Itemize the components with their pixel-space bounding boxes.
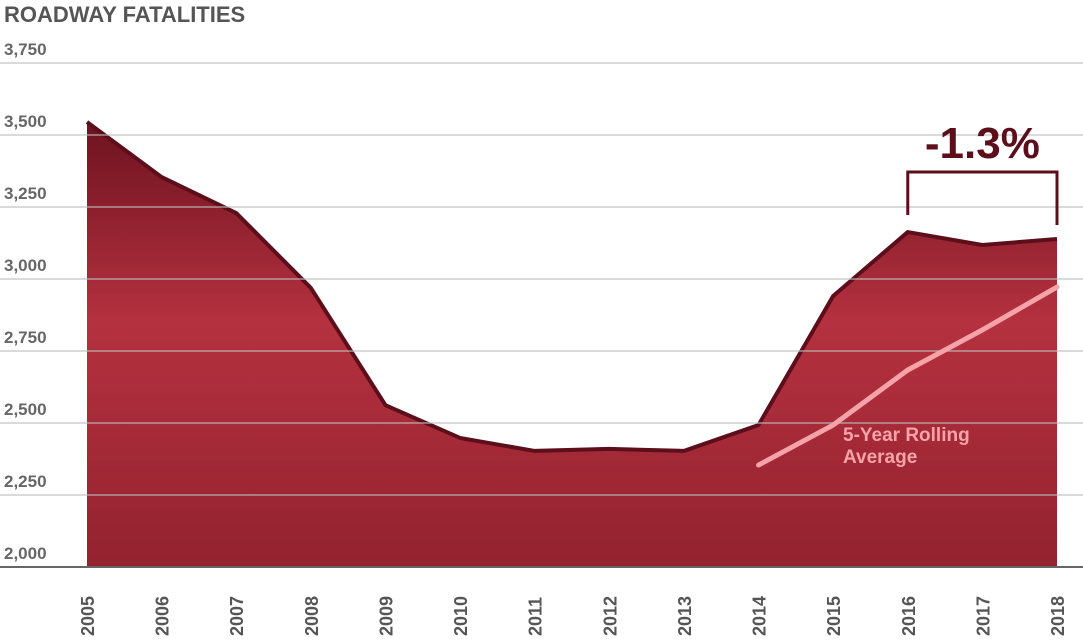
x-tick-label: 2011 — [526, 597, 546, 636]
x-tick-label: 2006 — [153, 596, 173, 636]
x-tick-label: 2018 — [1048, 596, 1068, 636]
series-label: 5-Year Rolling Average — [843, 425, 970, 468]
area-top-line — [85, 120, 1058, 453]
chart-title: ROADWAY FATALITIES — [4, 2, 245, 27]
y-tick-label: 2,250 — [4, 472, 47, 491]
x-tick-label: 2013 — [675, 596, 695, 636]
x-tick-label: 2014 — [750, 596, 770, 636]
x-tick-label: 2015 — [824, 596, 844, 636]
y-tick-label: 3,000 — [4, 256, 47, 275]
y-tick-label: 2,750 — [4, 328, 47, 347]
x-tick-label: 2008 — [302, 596, 322, 636]
y-tick-label: 3,750 — [4, 40, 47, 59]
y-tick-label: 3,250 — [4, 184, 47, 203]
x-tick-label: 2010 — [451, 596, 471, 636]
area — [87, 122, 1057, 567]
series-line — [756, 284, 1060, 468]
x-tick-label: 2016 — [899, 596, 919, 636]
bracket — [906, 170, 1059, 225]
annotation: -1.3% — [925, 119, 1040, 168]
x-tick-label: 2009 — [376, 596, 396, 636]
y-tick-label: 2,500 — [4, 400, 47, 419]
y-tick-label: 3,500 — [4, 112, 47, 131]
y-tick-label: 2,000 — [4, 544, 47, 563]
x-tick-label: 2007 — [227, 596, 247, 636]
x-tick-label: 2012 — [600, 596, 620, 636]
x-tick-label: 2005 — [78, 596, 98, 636]
x-tick-label: 2017 — [973, 596, 993, 636]
